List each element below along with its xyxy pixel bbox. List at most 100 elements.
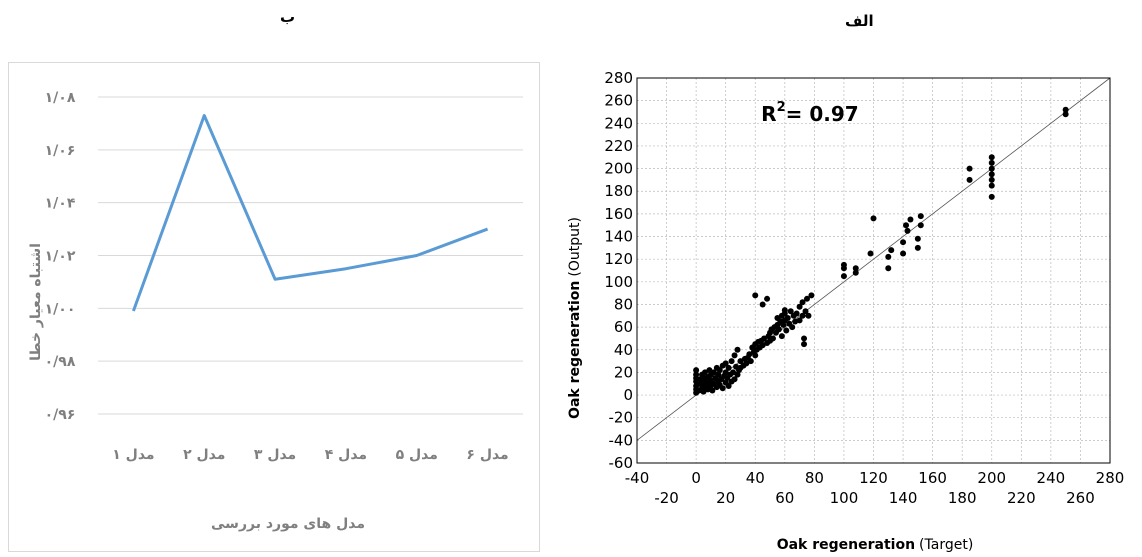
right-y-title-paren: (Output) xyxy=(567,217,583,277)
right-x-tick-label: 40 xyxy=(746,469,765,487)
right-y-tick-label: -20 xyxy=(609,409,634,427)
right-y-tick-label: 240 xyxy=(604,114,633,132)
left-x-axis-title: مدل های مورد بررسی xyxy=(211,516,365,532)
left-x-tick-label: مدل ۲ xyxy=(183,447,225,463)
scatter-point xyxy=(716,367,723,374)
scatter-point xyxy=(988,159,995,166)
right-x-tick-label: 260 xyxy=(1066,489,1095,507)
right-x-tick-label: 60 xyxy=(775,489,794,507)
right-y-tick-label: -40 xyxy=(609,431,634,449)
scatter-point xyxy=(730,369,737,376)
scatter-points xyxy=(693,106,1069,396)
right-x-tick-label: 120 xyxy=(859,469,888,487)
right-y-tick-label: 80 xyxy=(614,295,633,313)
left-series-line xyxy=(132,113,489,312)
scatter-point xyxy=(793,310,800,317)
scatter-point xyxy=(747,358,754,365)
left-x-tick-label: مدل ۱ xyxy=(112,447,154,463)
scatter-point xyxy=(734,346,741,353)
left-y-tick-label: ۱/۰۸ xyxy=(45,90,76,106)
scatter-point xyxy=(725,364,732,371)
scatter-point xyxy=(752,352,759,359)
scatter-point xyxy=(852,269,859,276)
right-y-tick-label: 180 xyxy=(604,182,633,200)
scatter-point xyxy=(803,295,810,302)
scatter-point xyxy=(796,303,803,310)
scatter-point xyxy=(988,165,995,172)
right-y-tick-label: 120 xyxy=(604,250,633,268)
scatter-point xyxy=(801,341,808,348)
scatter-point xyxy=(988,171,995,178)
scatter-point xyxy=(722,360,729,367)
scatter-point xyxy=(761,335,768,342)
right-y-title-bold: Oak regeneration xyxy=(567,281,583,419)
r-sup: 2 xyxy=(777,100,786,115)
left-y-axis-title: اشتباه معیار خطا xyxy=(28,243,44,361)
scatter-point xyxy=(805,312,812,319)
left-x-tick-labels: مدل ۱ مدل ۲ مدل ۳ مدل ۴ مدل ۵ مدل ۶ xyxy=(112,447,508,463)
scatter-point xyxy=(808,292,815,299)
right-x-title-bold: Oak regeneration xyxy=(777,537,915,553)
right-y-axis-title: Oak regeneration (Output) xyxy=(567,217,583,419)
scatter-point xyxy=(769,335,776,342)
right-x-tick-label: 200 xyxy=(977,469,1006,487)
panel-label-alef: الف xyxy=(845,12,874,30)
scatter-point xyxy=(764,295,771,302)
left-x-tick-label: مدل ۴ xyxy=(325,447,367,463)
right-x-tick-label: 80 xyxy=(805,469,824,487)
scatter-point xyxy=(903,222,910,229)
left-x-tick-label: مدل ۳ xyxy=(254,447,296,463)
scatter-point xyxy=(759,342,766,349)
right-x-tick-label: 280 xyxy=(1096,469,1125,487)
right-x-tick-label: 160 xyxy=(918,469,947,487)
scatter-point xyxy=(988,193,995,200)
right-x-tick-label: 20 xyxy=(716,489,735,507)
scatter-point xyxy=(746,351,753,358)
scatter-point xyxy=(701,369,708,376)
right-y-tick-label: 220 xyxy=(604,137,633,155)
left-x-tick-label: مدل ۶ xyxy=(466,447,508,463)
r-rest: = 0.97 xyxy=(786,102,859,126)
scatter-point xyxy=(719,385,726,392)
right-gridlines xyxy=(636,77,1111,464)
right-y-tick-label: 0 xyxy=(623,386,633,404)
right-y-tick-label: 60 xyxy=(614,318,633,336)
scatter-point xyxy=(789,324,796,331)
right-x-title-paren: (Target) xyxy=(919,537,973,553)
left-y-tick-label: ۱/۰۶ xyxy=(45,143,76,159)
left-y-tick-label: ۱/۰۴ xyxy=(45,196,76,212)
left-x-tick-label: مدل ۵ xyxy=(396,447,438,463)
scatter-point xyxy=(743,360,750,367)
scatter-point xyxy=(802,308,809,315)
scatter-point xyxy=(784,315,791,322)
scatter-point xyxy=(796,317,803,324)
scatter-point xyxy=(783,327,790,334)
scatter-point xyxy=(731,376,738,383)
scatter-point xyxy=(885,265,892,272)
scatter-point xyxy=(852,265,859,272)
right-x-tick-labels: -40 0 40 80 120 160 200 240 280 -20 20 60 100 140 180 2… xyxy=(625,469,1125,507)
right-y-tick-label: 40 xyxy=(614,341,633,359)
r-squared-annotation: R2= 0.97 xyxy=(761,100,859,126)
right-x-tick-label: 240 xyxy=(1037,469,1066,487)
right-y-tick-label: 140 xyxy=(604,228,633,246)
right-x-tick-label: 0 xyxy=(691,469,701,487)
right-x-tick-label: 180 xyxy=(948,489,977,507)
r-base: R xyxy=(761,102,776,126)
left-y-tick-label: ۱/۰۲ xyxy=(45,249,76,265)
scatter-point xyxy=(914,244,921,251)
right-y-tick-label: 260 xyxy=(604,92,633,110)
right-x-tick-label: -40 xyxy=(625,469,650,487)
scatter-point xyxy=(715,371,722,378)
scatter-point xyxy=(988,154,995,161)
right-y-tick-label: 160 xyxy=(604,205,633,223)
scatter-point xyxy=(693,367,700,374)
scatter-point xyxy=(725,383,732,389)
scatter-point xyxy=(709,387,716,394)
scatter-point xyxy=(988,176,995,183)
scatter-point xyxy=(781,307,788,314)
scatter-point xyxy=(888,247,895,254)
panel-label-b: ب xyxy=(280,8,296,26)
scatter-point xyxy=(1062,106,1069,113)
